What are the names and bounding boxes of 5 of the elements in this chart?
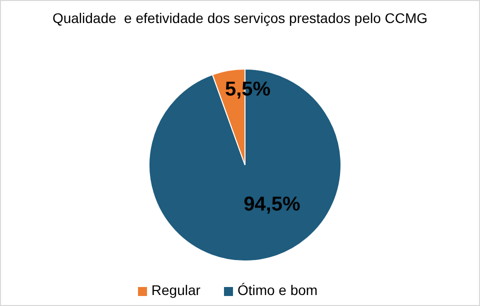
- legend-label: Ótimo e bom: [237, 282, 318, 298]
- pie-slice: [148, 68, 342, 262]
- legend-label: Regular: [151, 282, 200, 298]
- chart-title: Qualidade e efetividade dos serviços prestados pelo CCMG: [51, 9, 429, 28]
- data-label: 94,5%: [244, 194, 300, 216]
